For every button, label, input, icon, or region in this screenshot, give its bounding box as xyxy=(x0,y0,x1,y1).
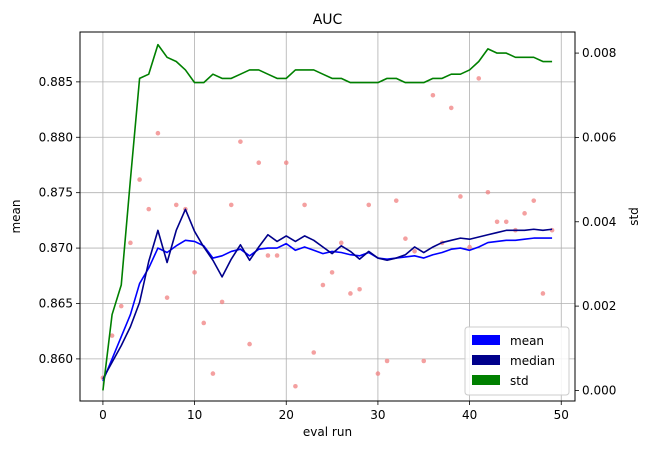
std-scatter-point-30 xyxy=(375,371,381,376)
grid xyxy=(80,32,575,401)
legend-swatch-median xyxy=(472,355,500,365)
std-scatter-point-3 xyxy=(128,240,133,246)
std-scatter-point-29 xyxy=(366,202,372,208)
std-scatter-point-16 xyxy=(247,341,252,347)
y2-tick-label-0.000: 0.000 xyxy=(582,383,616,397)
x-tick-label-10: 10 xyxy=(187,408,202,422)
std-scatter-point-10 xyxy=(192,270,197,275)
y2-axis-ticks: 0.000 0.002 0.004 0.006 0.008 xyxy=(575,46,616,397)
std-scatter-point-34 xyxy=(412,248,417,254)
y2-tick-label-0.002: 0.002 xyxy=(582,299,616,313)
std-scatter-point-40 xyxy=(467,244,472,250)
std-scatter-point-38 xyxy=(448,105,454,111)
std-scatter-point-46 xyxy=(522,211,527,216)
std-scatter-point-1 xyxy=(109,333,115,338)
std-scatter-point-26 xyxy=(338,240,344,246)
std-scatter-point-18 xyxy=(265,253,271,258)
std-scatter-point-48 xyxy=(540,291,546,296)
y2-tick-label-0.008: 0.008 xyxy=(582,46,616,60)
std-scatter-point-24 xyxy=(320,282,326,288)
std-scatter-point-42 xyxy=(485,189,491,195)
legend: mean median std xyxy=(464,326,570,396)
chart-title: AUC xyxy=(313,12,343,28)
legend-swatch-std xyxy=(472,375,500,385)
std-scatter-point-19 xyxy=(274,253,280,258)
y-tick-label-0.885: 0.885 xyxy=(39,75,73,89)
y-tick-label-0.860: 0.860 xyxy=(39,352,73,366)
std-scatter-point-32 xyxy=(393,198,399,203)
y-tick-label-0.870: 0.870 xyxy=(39,241,73,255)
y-axis-label: mean xyxy=(9,199,23,233)
std-scatter-point-17 xyxy=(256,160,262,166)
y2-tick-label-0.004: 0.004 xyxy=(582,215,616,229)
std-scatter-point-2 xyxy=(118,303,124,309)
legend-swatch-mean xyxy=(472,335,500,345)
std-scatter-point-13 xyxy=(219,299,225,305)
std-scatter-point-20 xyxy=(283,160,289,166)
std-scatter-point-12 xyxy=(210,371,216,376)
std-scatter-point-23 xyxy=(311,350,317,355)
std-scatter-point-7 xyxy=(164,295,170,300)
std-scatter-point-22 xyxy=(302,202,307,208)
std-scatter-point-44 xyxy=(503,219,509,225)
legend-label-mean: mean xyxy=(510,334,544,348)
y-tick-label-0.865: 0.865 xyxy=(39,296,73,310)
y2-axis-label: std xyxy=(627,207,641,226)
std-scatter-point-25 xyxy=(329,270,335,275)
x-tick-label-20: 20 xyxy=(279,408,294,422)
x-tick-label-30: 30 xyxy=(370,408,385,422)
x-axis-ticks: 0 10 20 30 40 50 xyxy=(99,401,569,422)
std-scatter-point-33 xyxy=(403,236,408,241)
std-scatter-point-36 xyxy=(430,92,436,98)
x-axis-label: eval run xyxy=(303,425,352,439)
std-scatter-point-27 xyxy=(348,291,353,296)
std-scatter-point-4 xyxy=(137,177,142,182)
std-scatter-point-47 xyxy=(531,198,537,203)
legend-label-std: std xyxy=(510,374,529,388)
std-scatter-point-41 xyxy=(476,76,482,81)
x-tick-label-40: 40 xyxy=(462,408,477,422)
std-scatter-point-31 xyxy=(384,358,390,364)
y-tick-label-0.880: 0.880 xyxy=(39,130,73,144)
std-scatter-point-21 xyxy=(293,383,298,389)
std-scatter-point-43 xyxy=(494,219,500,225)
std-scatter-point-8 xyxy=(173,202,179,208)
std-line xyxy=(102,43,553,391)
std-scatter-point-35 xyxy=(421,358,427,364)
std-scatter-point-6 xyxy=(155,130,161,136)
y-tick-label-0.875: 0.875 xyxy=(39,186,73,200)
x-tick-label-50: 50 xyxy=(554,408,569,422)
series-lines xyxy=(102,43,553,391)
std-scatter-point-5 xyxy=(146,206,152,212)
std-scatter-point-11 xyxy=(201,320,207,326)
y2-tick-label-0.006: 0.006 xyxy=(582,130,616,144)
std-scatter-point-15 xyxy=(238,139,243,144)
median-line xyxy=(102,208,553,380)
x-tick-label-0: 0 xyxy=(99,408,107,422)
std-scatter-point-28 xyxy=(357,286,362,292)
plot-frame xyxy=(79,31,576,402)
std-scatter-point-39 xyxy=(458,194,463,199)
mean-line xyxy=(102,237,553,382)
y-axis-ticks: 0.860 0.865 0.870 0.875 0.880 0.885 xyxy=(39,75,80,366)
legend-label-median: median xyxy=(510,354,555,368)
std-scatter-point-14 xyxy=(228,202,234,208)
